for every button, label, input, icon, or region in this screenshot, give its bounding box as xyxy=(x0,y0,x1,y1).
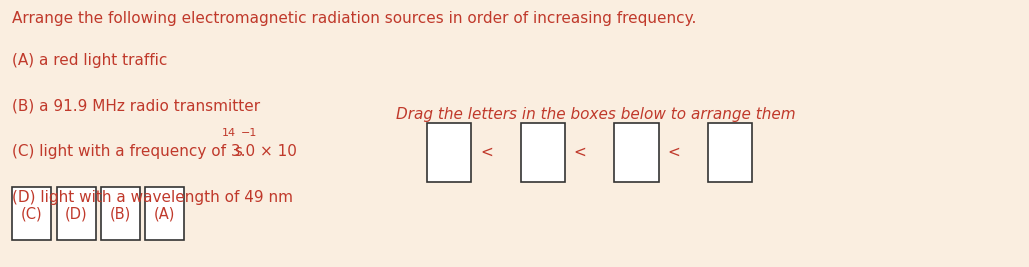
Text: (A) a red light traffic: (A) a red light traffic xyxy=(12,53,168,68)
Text: <: < xyxy=(480,145,493,160)
Bar xyxy=(57,187,96,240)
Text: Drag the letters in the boxes below to arrange them: Drag the letters in the boxes below to a… xyxy=(396,107,795,122)
Text: s: s xyxy=(230,144,243,159)
Text: Arrange the following electromagnetic radiation sources in order of increasing f: Arrange the following electromagnetic ra… xyxy=(12,11,697,26)
Bar xyxy=(101,187,140,240)
Text: −1: −1 xyxy=(241,128,256,138)
Bar xyxy=(12,187,51,240)
Bar xyxy=(614,123,659,182)
Text: (D): (D) xyxy=(65,206,87,221)
Text: (C): (C) xyxy=(21,206,43,221)
Bar xyxy=(708,123,752,182)
Text: (D) light with a wavelength of 49 nm: (D) light with a wavelength of 49 nm xyxy=(12,190,293,205)
Bar xyxy=(521,123,565,182)
Text: (C) light with a frequency of 3.0 × 10: (C) light with a frequency of 3.0 × 10 xyxy=(12,144,297,159)
Text: (A): (A) xyxy=(154,206,175,221)
Bar xyxy=(145,187,184,240)
Text: <: < xyxy=(573,145,587,160)
Text: <: < xyxy=(667,145,680,160)
Bar xyxy=(427,123,471,182)
Text: 14: 14 xyxy=(221,128,236,138)
Text: (B) a 91.9 MHz radio transmitter: (B) a 91.9 MHz radio transmitter xyxy=(12,99,260,114)
Text: (B): (B) xyxy=(110,206,131,221)
